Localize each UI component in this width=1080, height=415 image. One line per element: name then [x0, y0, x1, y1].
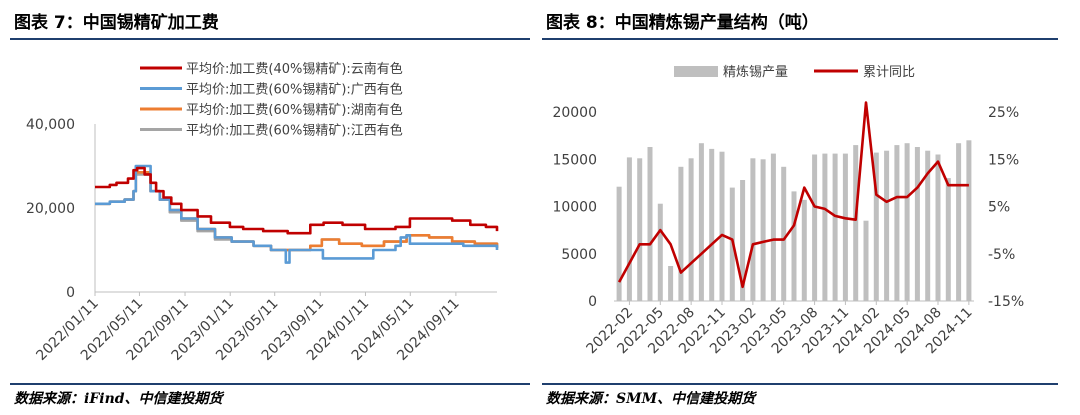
y-tick-label: 0 [66, 285, 75, 301]
source-rule [542, 383, 1058, 385]
figure-8-title: 图表 8：中国精炼锡产量结构（吨） [546, 13, 819, 33]
output-bar [750, 158, 756, 301]
yoy-line [617, 101, 969, 289]
y-right-tick-label: 5% [988, 200, 1010, 216]
output-bar [945, 178, 951, 301]
output-bar [801, 199, 807, 301]
legend-label: 平均价:加工费(40%锡精矿):云南有色 [186, 61, 403, 77]
figure-7-title: 图表 7：中国锡精矿加工费 [14, 13, 219, 33]
legend-label: 平均价:加工费(60%锡精矿):江西有色 [186, 123, 403, 139]
output-bar [853, 145, 859, 301]
output-bar [678, 166, 684, 301]
left-panel: 图表 7：中国锡精矿加工费 40,000 20,000 0 2022/01/11 202… [10, 13, 530, 407]
output-bar [873, 152, 879, 301]
right-panel: 图表 8：中国精炼锡产量结构（吨） 20000 15000 10000 5000 0 25… [542, 0, 1080, 415]
figure-7-source: 数据来源：iFind、中信建投期货 [14, 391, 223, 407]
legend-label: 累计同比 [863, 65, 915, 80]
y-left-tick-label: 5000 [561, 247, 597, 263]
y-left-tick-label: 10000 [552, 200, 597, 216]
output-bar [822, 153, 828, 301]
y-left-tick-label: 20000 [552, 105, 597, 121]
output-bar [616, 186, 622, 301]
y-left-tick-label: 15000 [552, 152, 597, 168]
legend-label: 平均价:加工费(60%锡精矿):广西有色 [186, 82, 403, 98]
output-bar [904, 143, 910, 301]
output-bar [925, 150, 931, 301]
processing-fee-chart: 40,00020,00002022/01/112022/05/112022/09… [26, 61, 499, 364]
y-right-tick-label: -15% [988, 294, 1024, 310]
output-bar [966, 140, 972, 301]
output-bar [668, 266, 674, 301]
output-bar [657, 203, 663, 301]
refined-tin-output-chart: 2000015000100005000025%15%5%-5%-15%2022-… [552, 65, 1024, 357]
y-tick-label: 40,000 [26, 117, 75, 133]
figure-8-source: 数据来源：SMM、中信建投期货 [546, 391, 756, 407]
output-bar [626, 157, 632, 301]
legend-label: 精炼锡产量 [723, 65, 788, 80]
y-left-tick-label: 0 [588, 294, 597, 310]
title-rule [10, 38, 530, 40]
output-bar [637, 158, 643, 301]
output-bar [935, 154, 941, 301]
y-right-tick-label: -5% [988, 247, 1015, 263]
output-bar [863, 220, 869, 301]
output-bar [842, 153, 848, 301]
output-bar [791, 191, 797, 301]
output-bar [812, 154, 818, 301]
output-bar [719, 151, 725, 301]
series-line [95, 166, 499, 235]
output-bar [894, 145, 900, 301]
output-bar [956, 143, 962, 301]
output-bar [884, 150, 890, 301]
output-bar [760, 159, 766, 302]
legend-swatch-bar [674, 66, 718, 77]
output-bar [698, 143, 704, 301]
output-bar [709, 148, 715, 301]
y-right-tick-label: 15% [988, 152, 1019, 168]
output-bar [647, 147, 653, 301]
title-rule [542, 38, 1058, 40]
output-bar [914, 147, 920, 301]
source-rule [10, 383, 530, 385]
y-right-tick-label: 25% [988, 105, 1019, 121]
output-bar [832, 153, 838, 301]
output-bar [688, 158, 694, 301]
output-bar [740, 180, 746, 301]
y-tick-label: 20,000 [26, 201, 75, 217]
legend-label: 平均价:加工费(60%锡精矿):湖南有色 [186, 102, 403, 118]
output-bar [781, 166, 787, 301]
series-line [95, 164, 499, 264]
output-bar [770, 153, 776, 301]
